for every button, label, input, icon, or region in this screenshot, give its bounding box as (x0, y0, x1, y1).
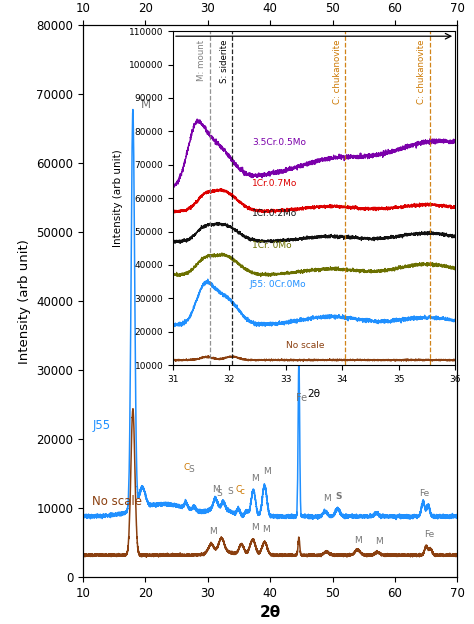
Text: 1Cr.0.2Mo: 1Cr.0.2Mo (252, 210, 297, 218)
Text: 1Cr.0.7Mo: 1Cr.0.7Mo (252, 180, 297, 188)
Text: Fe: Fe (424, 530, 434, 539)
Text: Fe: Fe (419, 489, 429, 498)
Text: M: mount: M: mount (197, 39, 206, 80)
Text: S: S (228, 487, 234, 496)
Text: J55: 0Cr.0Mo: J55: 0Cr.0Mo (249, 280, 306, 288)
Text: M: M (263, 467, 271, 475)
Text: S: siderite: S: siderite (220, 39, 229, 83)
Text: 3.5Cr.0.5Mo: 3.5Cr.0.5Mo (252, 138, 306, 147)
Text: Fe: Fe (296, 393, 308, 403)
Text: M: M (323, 494, 331, 504)
Text: No scale: No scale (92, 495, 142, 508)
Y-axis label: Intensity (arb unit): Intensity (arb unit) (113, 149, 123, 247)
X-axis label: 2θ: 2θ (308, 389, 320, 399)
Text: J55: J55 (92, 419, 110, 432)
Text: C: chukanovite: C: chukanovite (333, 39, 342, 104)
Text: S: S (189, 466, 194, 474)
Text: M: M (212, 485, 220, 494)
Text: M: M (251, 524, 259, 532)
Text: M: M (262, 525, 270, 534)
Text: C: C (236, 485, 242, 494)
Y-axis label: Intensity (arb unit): Intensity (arb unit) (18, 238, 31, 364)
Text: c: c (239, 487, 245, 495)
Text: C: C (183, 463, 190, 472)
Text: M: M (141, 98, 151, 111)
Text: M: M (375, 537, 383, 546)
Text: C: chukanovite: C: chukanovite (417, 39, 426, 104)
Text: 1Cr. 0Mo: 1Cr. 0Mo (252, 241, 292, 250)
Text: S: S (217, 489, 222, 498)
Text: No scale: No scale (286, 341, 324, 350)
Text: M: M (209, 527, 217, 537)
Text: M: M (355, 535, 362, 545)
X-axis label: 2θ: 2θ (260, 605, 281, 620)
Text: M: M (251, 474, 259, 482)
Text: S: S (336, 492, 342, 500)
